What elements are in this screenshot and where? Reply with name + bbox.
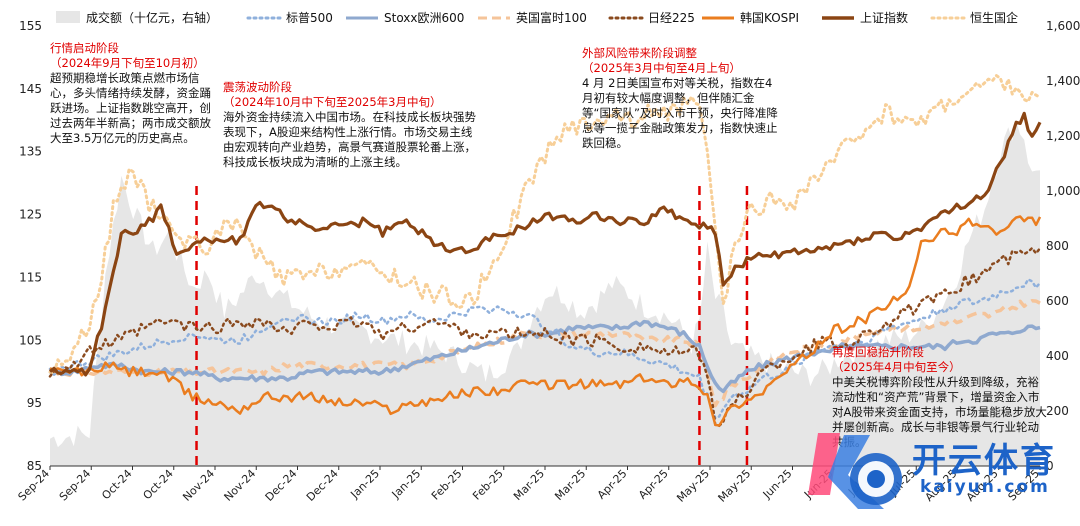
- series-line-ftse: [49, 298, 1041, 408]
- legend-swatch-volume: [56, 11, 80, 23]
- y-right-tick-label: 800: [1046, 239, 1069, 253]
- y-right-tick-label: 1,600: [1046, 19, 1080, 33]
- x-tick-label: Mar-25: [552, 467, 588, 503]
- y-left-tick-label: 145: [19, 82, 42, 96]
- annotation-period: （2025年3月中旬至4月上旬）: [582, 61, 741, 75]
- annotation-body: 海外资金持续流入中国市场。在科技成长板块强势表现下，A股迎来结构性上涨行情。市场…: [223, 110, 476, 169]
- x-tick-label: May-25: [716, 467, 754, 505]
- series-line-stoxx: [48, 319, 1041, 394]
- watermark: 开云体育 kaiyun.com: [800, 425, 1070, 520]
- legend-label-sp500: 标普500: [286, 11, 333, 25]
- x-tick-label: Jan-25: [348, 467, 383, 502]
- annotation-recovery-phase: 再度回稳抬升阶段 （2025年4月中旬至今） 中美关税博弈阶段性从升级到降级，充…: [832, 345, 1050, 450]
- series-line-kospi: [49, 215, 1042, 427]
- y-right-tick-label: 1,400: [1046, 74, 1080, 88]
- legend-label-hscei: 恒生国企: [970, 10, 1018, 25]
- y-right-tick-label: 1,000: [1046, 184, 1080, 198]
- annotation-title: 外部风险带来阶段调整: [582, 46, 697, 60]
- x-tick-label: Oct-24: [99, 467, 134, 502]
- annotation-volatility-phase: 震荡波动阶段 （2024年10月中下旬至2025年3月中旬） 海外资金持续流入中…: [223, 80, 479, 170]
- y-left-tick-label: 135: [19, 145, 42, 159]
- phase-divider-layer: [195, 186, 749, 466]
- y-right-tick-label: 1,200: [1046, 129, 1080, 143]
- x-tick-label: Feb-25: [470, 467, 506, 503]
- series-line-shanghai: [48, 111, 1042, 377]
- x-tick-label: May-25: [674, 467, 712, 505]
- annotation-period: （2024年10月中下旬至2025年3月中旬）: [223, 95, 442, 109]
- y-left-tick-label: 85: [27, 459, 42, 473]
- x-tick-label: Dec-24: [263, 467, 300, 504]
- legend-label-kospi: 韩国KOSPI: [740, 10, 799, 25]
- legend-label-nikkei: 日经225: [648, 11, 695, 25]
- watermark-brand-cn: 开云体育: [912, 441, 1056, 481]
- annotation-title: 再度回稳抬升阶段: [832, 345, 924, 359]
- x-tick-label: Mar-25: [511, 467, 547, 503]
- y-left-tick-label: 115: [19, 270, 42, 284]
- x-tick-label: Feb-25: [429, 467, 465, 503]
- volume-area: [50, 121, 1040, 467]
- annotation-launch-phase: 行情启动阶段 （2024年9月下旬至10月初） 超预期稳增长政策点燃市场信心，多…: [50, 41, 220, 146]
- y-right-tick-label: 200: [1046, 404, 1069, 418]
- series-line-hscei: [48, 74, 1042, 375]
- y-left-tick-label: 95: [27, 396, 42, 410]
- x-tick-label: Nov-24: [222, 467, 259, 504]
- legend-label-shanghai: 上证指数: [860, 10, 908, 25]
- legend-label-volume: 成交额（十亿元，右轴）: [86, 10, 218, 25]
- legend-label-ftse: 英国富时100: [516, 10, 587, 25]
- x-tick-label: Dec-24: [304, 467, 341, 504]
- y-left-tick-label: 155: [19, 19, 42, 33]
- legend: 成交额（十亿元，右轴） 标普500 Stoxx欧洲600 英国富时100 日经225 韩国…: [56, 10, 1018, 25]
- x-tick-label: Oct-24: [141, 467, 176, 502]
- series-line-nikkei: [48, 246, 1042, 428]
- x-tick-label: Apr-25: [595, 467, 630, 502]
- y-left-tick-label: 105: [19, 333, 42, 347]
- x-tick-label: Nov-24: [180, 467, 217, 504]
- series-layer: [48, 74, 1042, 428]
- y-right-tick-label: 0: [1046, 459, 1054, 473]
- annotation-external-risk-phase: 外部风险带来阶段调整 （2025年3月中旬至4月上旬） 4 月 2日美国宣布对等…: [582, 46, 778, 151]
- y-right-tick-label: 600: [1046, 294, 1069, 308]
- legend-label-stoxx: Stoxx欧洲600: [384, 11, 464, 25]
- x-tick-label: Jun-25: [760, 467, 795, 502]
- x-tick-label: Jan-25: [389, 467, 424, 502]
- annotation-title: 行情启动阶段: [50, 41, 119, 55]
- watermark-logo-icon: [808, 433, 902, 509]
- annotation-body: 4 月 2日美国宣布对等关税，指数在4月初有较大幅度调整，但伴随汇金等“国家队”…: [582, 76, 778, 150]
- volume-area-layer: [50, 121, 1040, 467]
- watermark-brand-en: kaiyun.com: [920, 477, 1050, 497]
- annotation-period: （2024年9月下旬至10月初）: [50, 56, 205, 70]
- x-tick-label: Sep-24: [57, 467, 94, 504]
- annotation-period: （2025年4月中旬至今）: [832, 360, 961, 374]
- y-right-tick-label: 400: [1046, 349, 1069, 363]
- annotation-body: 超预期稳增长政策点燃市场信心，多头情绪持续发酵，资金踊跃进场。上证指数跳空高开，…: [50, 71, 211, 145]
- y-left-tick-label: 125: [19, 208, 42, 222]
- annotation-title: 震荡波动阶段: [223, 80, 292, 94]
- x-tick-label: Apr-25: [636, 467, 671, 502]
